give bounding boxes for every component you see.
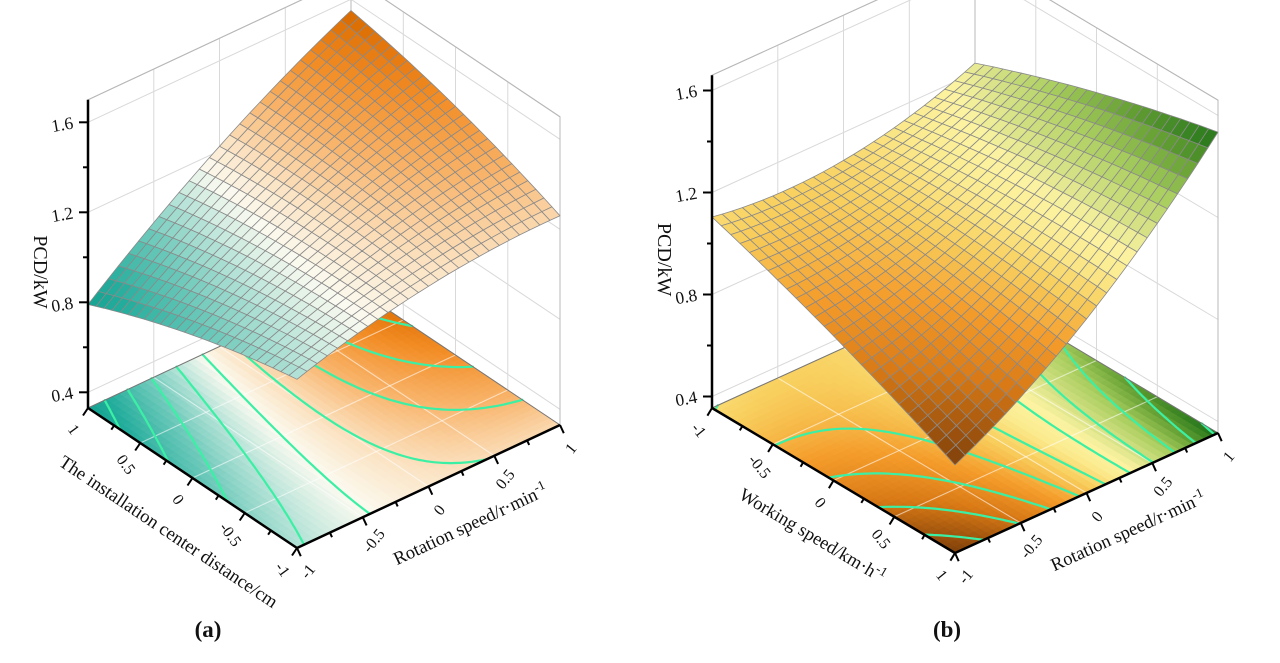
- surface-mesh: [711, 62, 1219, 466]
- svg-text:0: 0: [811, 495, 829, 512]
- surface-mesh: [87, 10, 561, 380]
- svg-text:-0.5: -0.5: [744, 452, 773, 482]
- svg-text:-1: -1: [271, 559, 293, 580]
- z-axis-title: PCD/kW: [653, 223, 675, 296]
- svg-text:0: 0: [431, 502, 449, 519]
- svg-text:0.5: 0.5: [493, 466, 519, 492]
- svg-text:1: 1: [562, 440, 580, 457]
- svg-text:0: 0: [168, 492, 186, 508]
- caption-b: (b): [933, 617, 961, 642]
- svg-text:1: 1: [64, 422, 82, 438]
- svg-text:-0.5: -0.5: [216, 520, 245, 550]
- svg-text:1.2: 1.2: [50, 203, 75, 226]
- svg-text:0.4: 0.4: [50, 382, 75, 406]
- svg-text:-1: -1: [298, 561, 320, 582]
- svg-text:-0.5: -0.5: [360, 526, 389, 556]
- svg-text:1.6: 1.6: [50, 112, 75, 136]
- svg-text:0.5: 0.5: [868, 526, 894, 552]
- svg-text:0.8: 0.8: [50, 292, 75, 316]
- z-axis-title: PCD/kW: [29, 235, 51, 308]
- svg-text:-1: -1: [688, 420, 710, 441]
- caption-a: (a): [195, 617, 222, 642]
- svg-text:0.5: 0.5: [113, 452, 139, 478]
- svg-text:1: 1: [932, 567, 950, 584]
- plot-b: -1-0.500.51 -1-0.500.510.40.81.21.6Workin…: [653, 0, 1238, 588]
